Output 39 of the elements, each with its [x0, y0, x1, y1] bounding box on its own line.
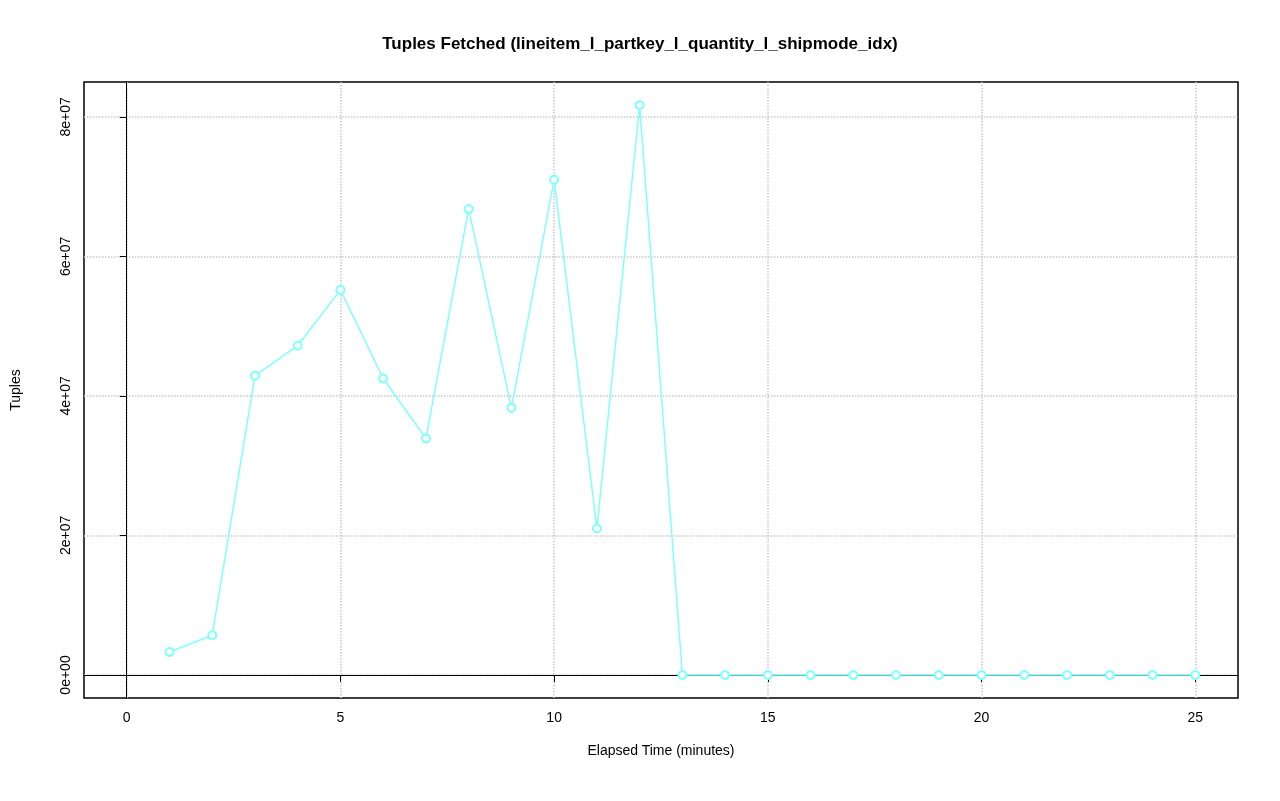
point	[164, 646, 175, 657]
point	[249, 370, 260, 381]
x-tick-label: 0	[122, 709, 131, 725]
point	[463, 203, 474, 214]
x-tick-label: 15	[760, 709, 776, 725]
y-tick-label: 2e+07	[57, 515, 73, 556]
point	[506, 402, 517, 413]
point	[1104, 669, 1115, 680]
y-tick-label: 0e+00	[57, 655, 73, 695]
point	[976, 669, 987, 680]
point	[591, 523, 602, 534]
x-tick-label: 25	[1187, 709, 1204, 725]
x-axis-title: Elapsed Time (minutes)	[587, 742, 735, 758]
x-tick-label: 20	[973, 709, 990, 725]
point	[378, 373, 389, 384]
x-tick-label: 10	[546, 709, 563, 725]
point	[762, 669, 773, 680]
point	[634, 100, 645, 111]
point	[720, 669, 731, 680]
point	[933, 669, 944, 680]
point	[891, 669, 902, 680]
point	[292, 340, 303, 351]
point	[677, 669, 688, 680]
point	[1062, 669, 1073, 680]
point	[1147, 669, 1158, 680]
point	[1190, 669, 1201, 680]
point	[549, 174, 560, 185]
point	[420, 433, 431, 444]
chart-title: Tuples Fetched (lineitem_l_partkey_l_quantity_l_shipmode_idx)	[382, 34, 898, 53]
y-tick-label: 6e+07	[57, 236, 73, 277]
point	[335, 284, 346, 295]
x-tick-label: 5	[336, 709, 345, 725]
point	[207, 630, 218, 641]
point	[848, 669, 859, 680]
point	[805, 669, 816, 680]
point	[1019, 669, 1030, 680]
y-tick-label: 8e+07	[57, 97, 73, 137]
y-axis-title: Tuples	[7, 369, 23, 411]
y-tick-label: 4e+07	[57, 376, 73, 416]
